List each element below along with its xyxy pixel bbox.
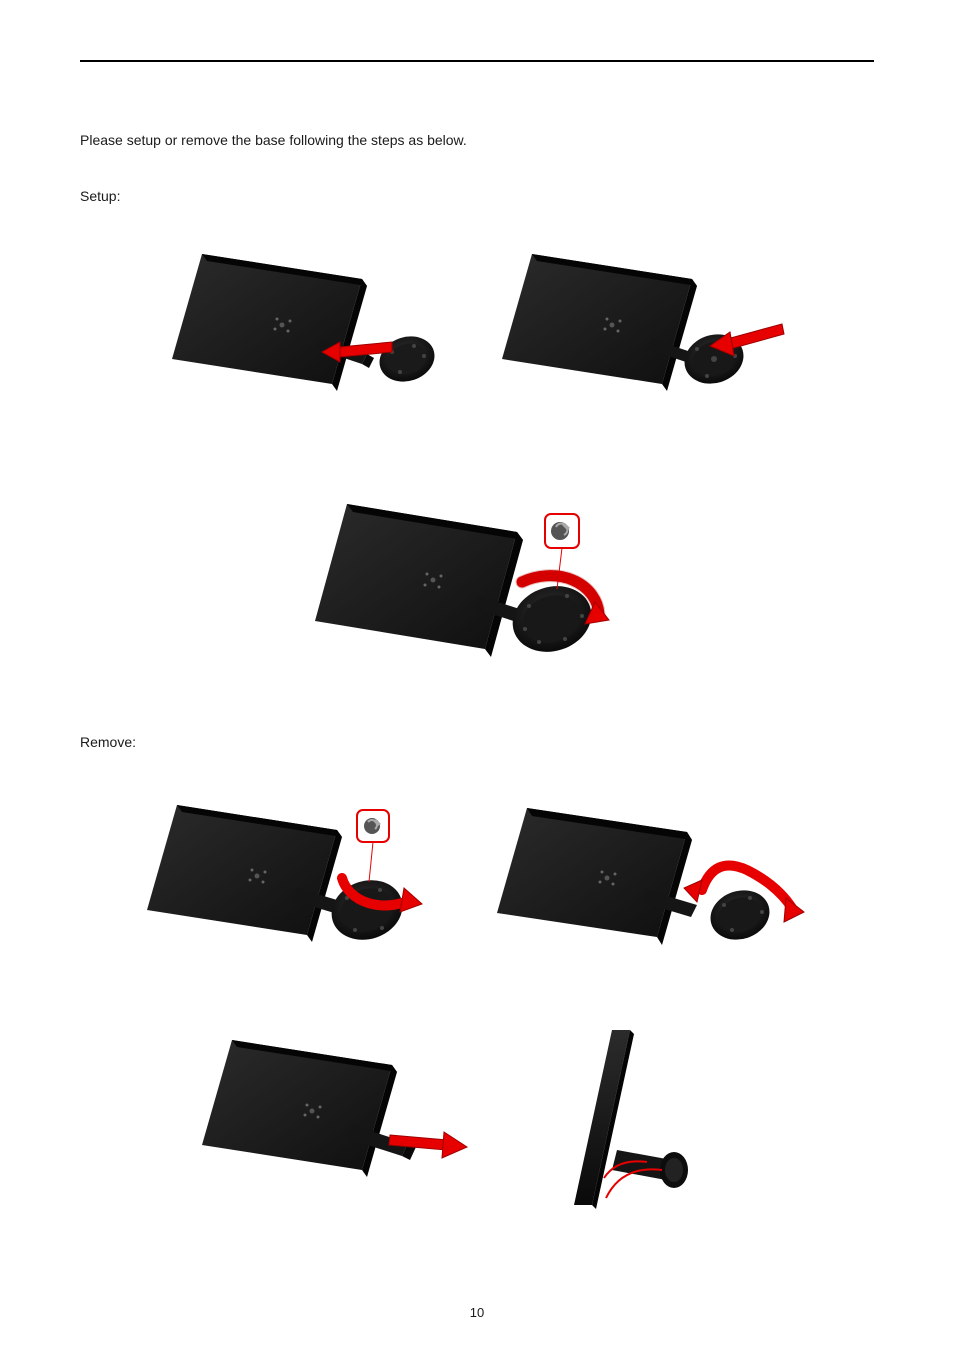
setup-label: Setup: xyxy=(80,188,874,204)
lock-icon xyxy=(357,810,389,882)
setup-row-1 xyxy=(80,224,874,424)
setup-row-2 xyxy=(80,454,874,704)
remove-row-2 xyxy=(80,1010,874,1230)
intro-text: Please setup or remove the base followin… xyxy=(80,132,874,148)
setup-step-2 xyxy=(492,224,792,424)
top-rule xyxy=(80,60,874,62)
remove-step-3 xyxy=(192,1010,492,1210)
remove-label: Remove: xyxy=(80,734,874,750)
remove-step-2 xyxy=(492,770,812,980)
manual-page: Please setup or remove the base followin… xyxy=(0,0,954,1350)
page-number: 10 xyxy=(0,1305,954,1320)
setup-step-3 xyxy=(307,454,647,704)
remove-step-4 xyxy=(522,1010,762,1230)
setup-step-1 xyxy=(162,224,462,424)
remove-row-1 xyxy=(80,770,874,980)
remove-step-1 xyxy=(142,770,462,980)
